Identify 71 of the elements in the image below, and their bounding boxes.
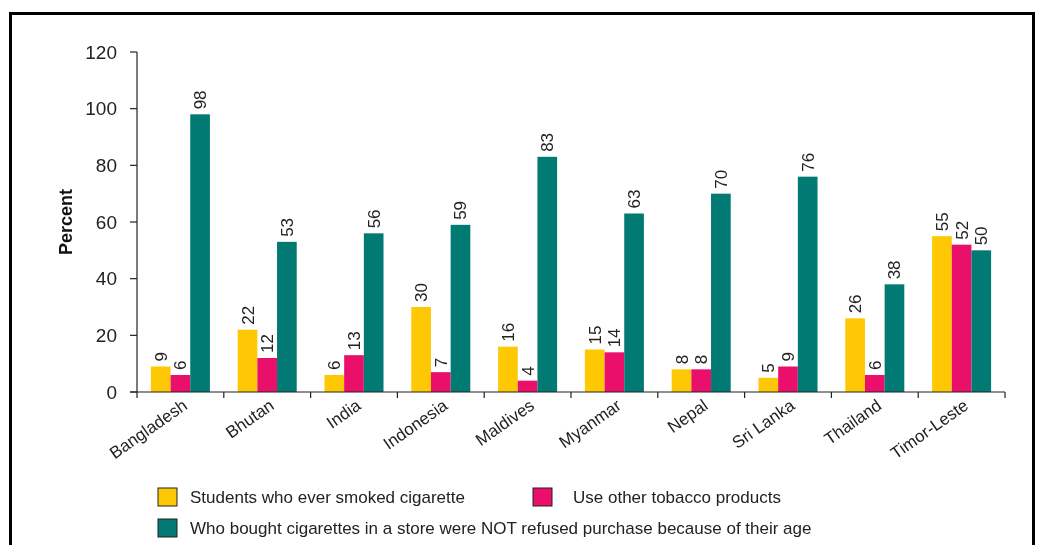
data-label: 55	[932, 212, 952, 232]
data-label: 16	[498, 322, 518, 342]
data-label: 53	[277, 217, 297, 237]
data-label: 38	[885, 260, 905, 280]
bar	[691, 369, 712, 392]
data-label: 15	[585, 325, 605, 345]
data-label: 63	[625, 189, 645, 209]
bar	[430, 372, 451, 392]
bar	[584, 349, 605, 392]
data-label: 98	[191, 90, 211, 110]
bar	[237, 329, 258, 392]
legend-label: Who bought cigarettes in a store were NOT refused purchase because of their age	[190, 518, 812, 538]
data-label: 70	[711, 169, 731, 189]
data-label: 50	[972, 226, 992, 246]
x-tick-label: India	[323, 395, 365, 433]
bar	[498, 346, 518, 392]
bar	[411, 307, 431, 392]
bar	[884, 284, 905, 392]
bar	[450, 224, 471, 392]
y-tick-label: 0	[106, 381, 117, 403]
y-tick-label: 20	[95, 324, 117, 346]
bar	[711, 193, 731, 392]
data-label: 6	[171, 360, 191, 370]
legend-label: Students who ever smoked cigarette	[190, 487, 465, 507]
data-label: 6	[865, 360, 885, 370]
bar	[624, 213, 644, 392]
y-tick-label: 100	[85, 98, 117, 120]
data-label: 30	[412, 283, 432, 302]
bar	[971, 250, 992, 392]
y-axis-title: Percent	[56, 188, 76, 256]
y-tick-label: 120	[85, 41, 117, 63]
bar	[951, 244, 972, 392]
data-label: 12	[258, 334, 278, 353]
bar	[671, 369, 692, 392]
data-label: 7	[431, 357, 451, 368]
bar	[170, 375, 191, 392]
data-label: 22	[238, 305, 258, 325]
data-label: 8	[672, 354, 692, 365]
data-label: 76	[798, 152, 818, 172]
data-label: 59	[451, 200, 471, 220]
data-label: 26	[846, 294, 866, 314]
bar	[150, 366, 171, 392]
legend-label: Use other tobacco products	[573, 487, 781, 507]
bar	[537, 156, 558, 392]
bar	[845, 318, 865, 392]
y-tick-label: 80	[95, 154, 117, 176]
y-tick-label: 40	[95, 268, 117, 290]
data-label: 52	[952, 220, 972, 240]
bar	[797, 176, 818, 392]
data-label: 13	[345, 331, 364, 351]
data-label: 4	[518, 366, 538, 376]
data-label: 83	[538, 132, 558, 152]
bar	[344, 355, 364, 392]
data-label: 9	[779, 352, 798, 362]
y-tick-label: 60	[95, 211, 117, 233]
bar	[604, 352, 625, 392]
bar	[758, 377, 779, 392]
bar	[932, 236, 952, 392]
data-label: 5	[759, 363, 779, 373]
bar	[190, 114, 210, 392]
data-label: 56	[364, 209, 384, 229]
bar	[324, 375, 345, 392]
data-label: 14	[605, 328, 625, 348]
data-label: 8	[692, 354, 712, 365]
bar	[257, 358, 278, 392]
data-label: 9	[151, 352, 171, 362]
bar	[778, 366, 798, 392]
bar	[864, 375, 885, 392]
bar	[277, 241, 297, 392]
data-label: 6	[325, 360, 345, 370]
bar	[363, 233, 384, 392]
